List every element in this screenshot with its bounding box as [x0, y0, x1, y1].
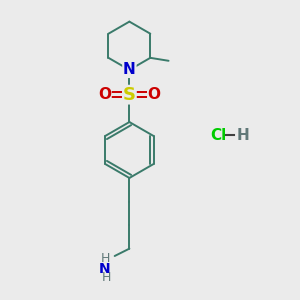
Text: N: N [98, 262, 110, 276]
Text: H: H [101, 252, 110, 266]
Text: H: H [102, 271, 111, 284]
Text: N: N [123, 62, 136, 77]
Text: H: H [237, 128, 250, 143]
Text: O: O [98, 87, 112, 102]
Text: O: O [147, 87, 160, 102]
Text: S: S [123, 85, 136, 103]
Text: N: N [123, 62, 136, 77]
Text: Cl: Cl [210, 128, 226, 143]
